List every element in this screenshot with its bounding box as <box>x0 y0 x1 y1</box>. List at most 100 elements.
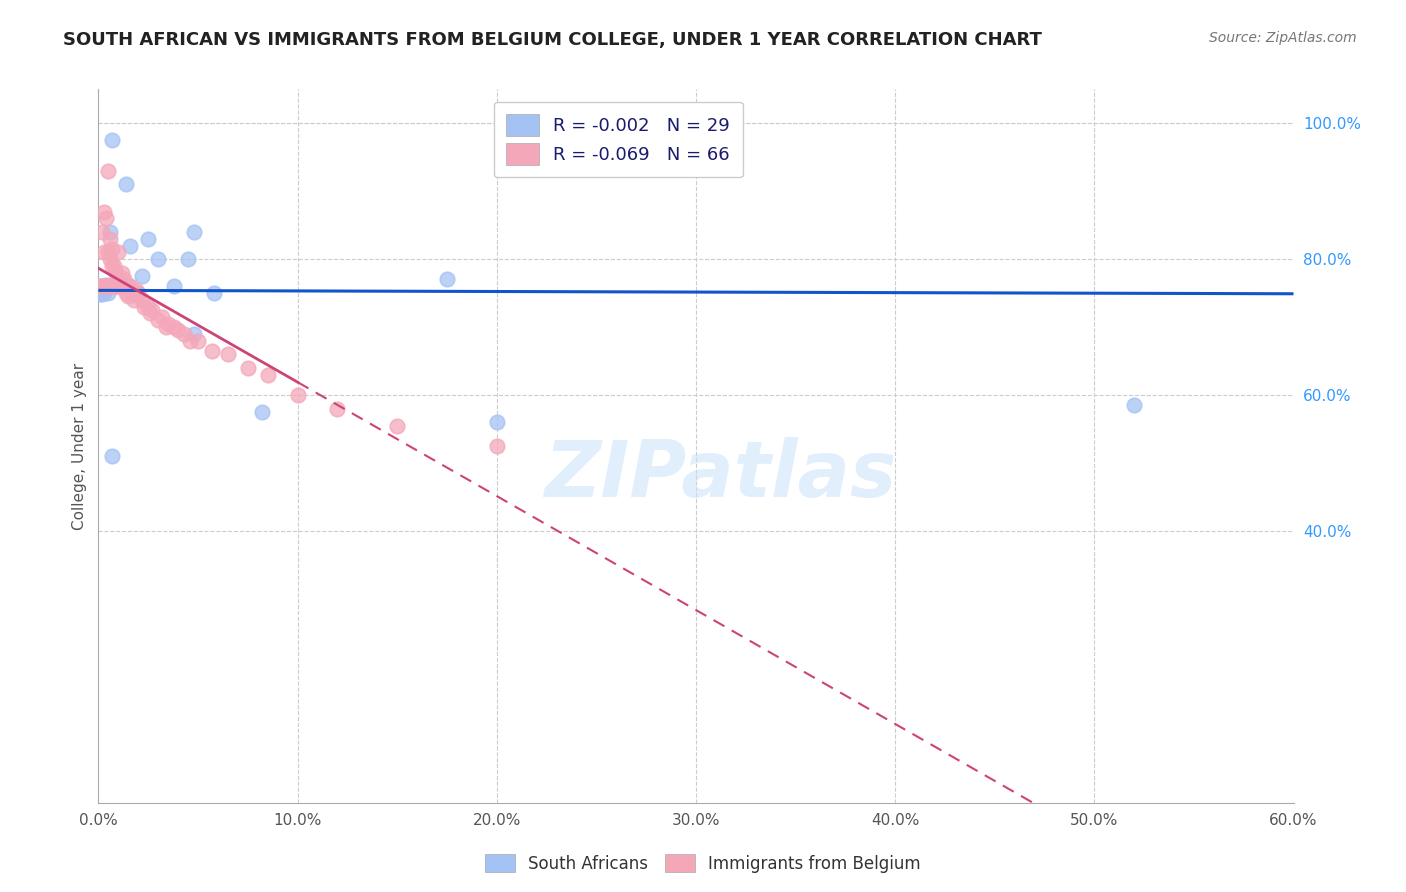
Point <box>485 415 508 429</box>
Point <box>93 279 115 293</box>
Point <box>250 405 273 419</box>
Point <box>91 279 114 293</box>
Point <box>98 279 122 293</box>
Point <box>117 289 139 303</box>
Point <box>101 279 124 293</box>
Point <box>115 178 138 192</box>
Point <box>187 334 209 348</box>
Point <box>97 163 120 178</box>
Point <box>177 252 200 266</box>
Point <box>107 269 129 284</box>
Point <box>89 279 111 293</box>
Point <box>107 279 129 293</box>
Point <box>136 232 159 246</box>
Point <box>256 368 278 382</box>
Point <box>183 326 205 341</box>
Point <box>107 279 129 293</box>
Point <box>98 232 122 246</box>
Point <box>107 245 129 260</box>
Point <box>436 272 458 286</box>
Point <box>111 279 134 293</box>
Point <box>89 287 111 301</box>
Point <box>101 259 124 273</box>
Point <box>134 300 156 314</box>
Point <box>91 283 114 297</box>
Point <box>91 287 114 301</box>
Point <box>93 286 115 301</box>
Point <box>89 279 111 293</box>
Point <box>91 225 114 239</box>
Text: SOUTH AFRICAN VS IMMIGRANTS FROM BELGIUM COLLEGE, UNDER 1 YEAR CORRELATION CHART: SOUTH AFRICAN VS IMMIGRANTS FROM BELGIUM… <box>63 31 1042 49</box>
Point <box>117 279 139 293</box>
Point <box>157 317 180 331</box>
Point <box>155 320 177 334</box>
Point <box>141 303 163 318</box>
Point <box>117 277 139 292</box>
Point <box>110 279 132 293</box>
Point <box>103 279 125 293</box>
Point <box>385 418 409 433</box>
Point <box>202 286 225 301</box>
Point <box>111 266 134 280</box>
Point <box>111 279 134 293</box>
Point <box>96 279 118 293</box>
Point <box>287 388 309 402</box>
Point <box>236 360 259 375</box>
Point <box>179 334 201 348</box>
Point <box>93 245 115 260</box>
Point <box>112 272 135 286</box>
Point <box>97 245 120 260</box>
Point <box>105 266 128 280</box>
Point <box>101 279 124 293</box>
Point <box>167 323 190 337</box>
Point <box>111 279 134 293</box>
Point <box>93 279 115 293</box>
Point <box>120 279 142 293</box>
Point <box>103 259 125 273</box>
Point <box>91 283 114 297</box>
Point <box>217 347 239 361</box>
Point <box>148 252 170 266</box>
Point <box>96 279 118 293</box>
Point <box>98 225 122 239</box>
Point <box>131 269 153 284</box>
Point <box>131 293 153 307</box>
Point <box>93 279 115 293</box>
Point <box>1123 398 1146 412</box>
Point <box>96 279 118 293</box>
Point <box>124 293 146 307</box>
Point <box>97 286 120 301</box>
Point <box>101 133 124 147</box>
Point <box>163 320 186 334</box>
Point <box>326 401 349 416</box>
Point <box>148 313 170 327</box>
Point <box>121 286 143 301</box>
Legend: South Africans, Immigrants from Belgium: South Africans, Immigrants from Belgium <box>478 847 928 880</box>
Point <box>183 225 205 239</box>
Point <box>125 283 148 297</box>
Point <box>173 326 195 341</box>
Point <box>96 277 118 292</box>
Point <box>150 310 173 324</box>
Text: Source: ZipAtlas.com: Source: ZipAtlas.com <box>1209 31 1357 45</box>
Point <box>201 343 224 358</box>
Point <box>115 286 138 301</box>
Point <box>139 306 162 320</box>
Point <box>96 211 118 226</box>
Y-axis label: College, Under 1 year: College, Under 1 year <box>72 362 87 530</box>
Point <box>101 449 124 463</box>
Point <box>105 279 128 293</box>
Text: ZIPatlas: ZIPatlas <box>544 436 896 513</box>
Point <box>101 242 124 256</box>
Point <box>127 289 149 303</box>
Point <box>103 279 125 293</box>
Point <box>127 286 149 301</box>
Legend: R = -0.002   N = 29, R = -0.069   N = 66: R = -0.002 N = 29, R = -0.069 N = 66 <box>494 102 742 178</box>
Point <box>485 439 508 453</box>
Point <box>98 252 122 266</box>
Point <box>120 238 142 252</box>
Point <box>97 279 120 293</box>
Point <box>163 279 186 293</box>
Point <box>115 279 138 293</box>
Point <box>136 300 159 314</box>
